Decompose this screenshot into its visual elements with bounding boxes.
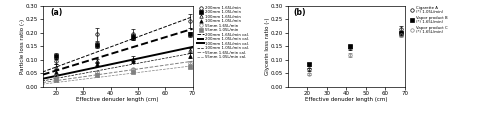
- Y-axis label: Glycerin loss ratio (-): Glycerin loss ratio (-): [264, 18, 270, 75]
- Text: (a): (a): [50, 8, 62, 17]
- Legend: Cigarette A
(*) 1.05L/min), Vapor product B
(*) 1.65L/min), Vapor product C
(*) : Cigarette A (*) 1.05L/min), Vapor produc…: [408, 4, 449, 36]
- Y-axis label: Particle loss ratio (-): Particle loss ratio (-): [20, 19, 24, 74]
- X-axis label: Effective denuder length (cm): Effective denuder length (cm): [305, 97, 388, 102]
- Legend: 200mm 1.65L/min, 200mm 1.05L/min, 100mm 1.65L/min, 100mm 1.05L/min, 55mm 1.65L/m: 200mm 1.65L/min, 200mm 1.05L/min, 100mm …: [196, 4, 250, 61]
- X-axis label: Effective denuder length (cm): Effective denuder length (cm): [76, 97, 159, 102]
- Text: (b): (b): [294, 8, 306, 17]
